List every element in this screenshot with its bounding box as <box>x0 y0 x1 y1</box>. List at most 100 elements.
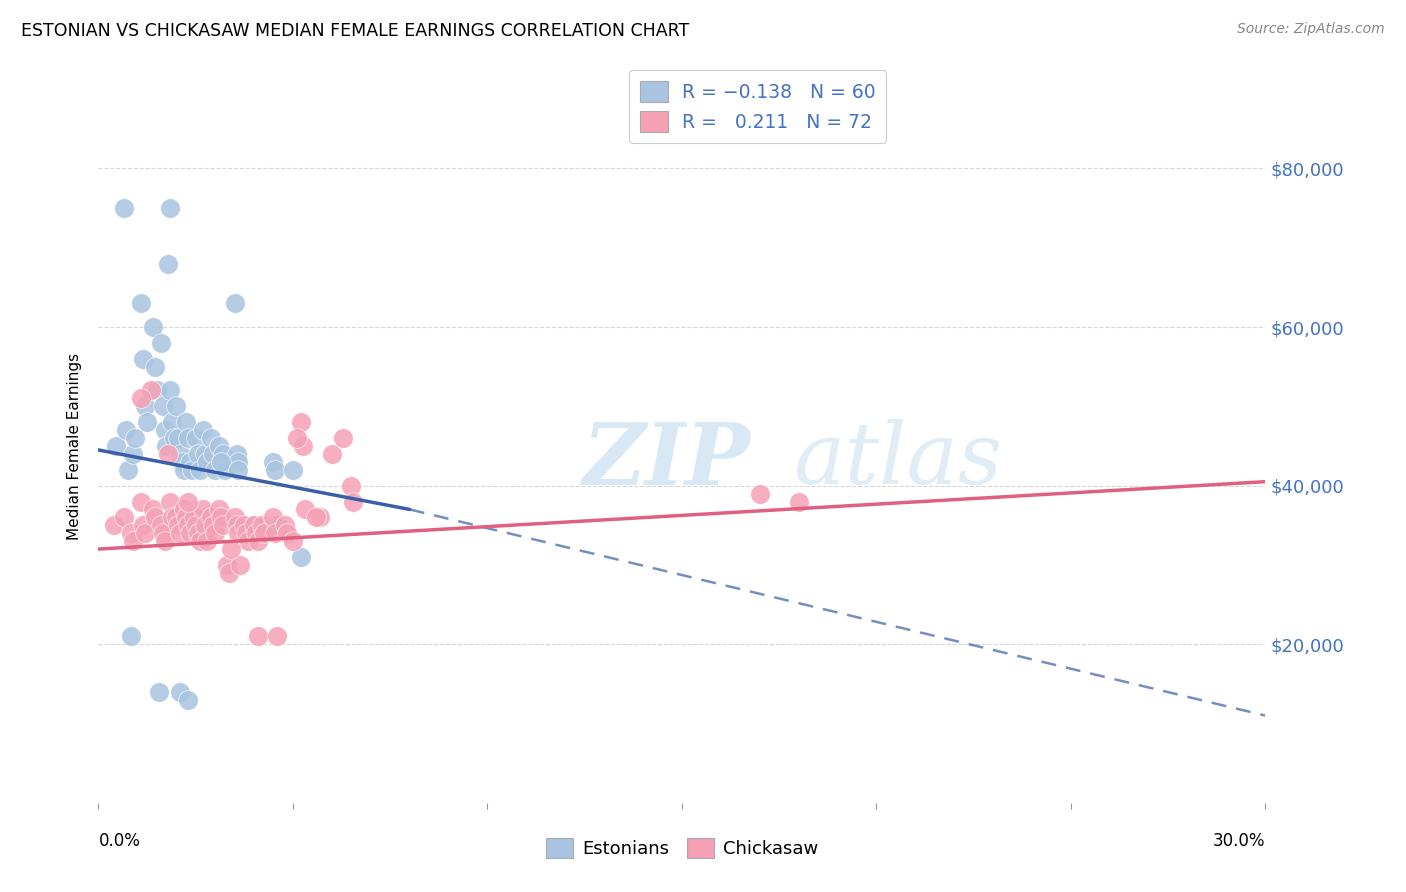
Point <box>290 549 312 564</box>
Point <box>146 384 169 398</box>
Point <box>165 400 187 414</box>
Point <box>159 201 181 215</box>
Text: 0.0%: 0.0% <box>98 831 141 849</box>
Point <box>188 534 211 549</box>
Point <box>219 542 242 557</box>
Y-axis label: Median Female Earnings: Median Female Earnings <box>67 352 83 540</box>
Point <box>177 431 200 445</box>
Point <box>193 502 215 516</box>
Point <box>187 526 209 541</box>
Point <box>174 415 197 429</box>
Point <box>245 526 267 541</box>
Point <box>204 463 226 477</box>
Point <box>157 257 180 271</box>
Point <box>204 526 226 541</box>
Text: ZIP: ZIP <box>582 418 751 502</box>
Point <box>169 526 191 541</box>
Point <box>253 526 276 541</box>
Point <box>177 692 200 706</box>
Point <box>332 431 354 445</box>
Text: Source: ZipAtlas.com: Source: ZipAtlas.com <box>1237 22 1385 37</box>
Point <box>169 685 191 699</box>
Point <box>152 400 174 414</box>
Point <box>122 447 145 461</box>
Point <box>209 455 232 469</box>
Point <box>233 518 256 533</box>
Point <box>184 431 207 445</box>
Point <box>188 463 211 477</box>
Point <box>142 502 165 516</box>
Point <box>139 384 162 398</box>
Point <box>143 359 166 374</box>
Point <box>285 431 308 445</box>
Point <box>200 510 222 524</box>
Point <box>159 384 181 398</box>
Point <box>155 439 177 453</box>
Point <box>342 494 364 508</box>
Point <box>208 439 231 453</box>
Point <box>173 463 195 477</box>
Point <box>136 415 159 429</box>
Point <box>149 335 172 350</box>
Point <box>243 518 266 533</box>
Point <box>162 415 184 429</box>
Point <box>212 447 235 461</box>
Point <box>132 518 155 533</box>
Point <box>169 447 191 461</box>
Point <box>266 518 288 533</box>
Point <box>103 518 125 533</box>
Point <box>167 518 190 533</box>
Point <box>209 455 232 469</box>
Point <box>179 455 201 469</box>
Point <box>129 494 152 508</box>
Point <box>250 518 273 533</box>
Point <box>149 518 172 533</box>
Point <box>202 447 225 461</box>
Point <box>159 494 181 508</box>
Point <box>134 400 156 414</box>
Point <box>122 534 145 549</box>
Point <box>162 510 184 524</box>
Point <box>228 463 250 477</box>
Point <box>194 447 217 461</box>
Point <box>200 431 222 445</box>
Point <box>274 518 297 533</box>
Text: atlas: atlas <box>793 419 1002 501</box>
Point <box>104 439 127 453</box>
Point <box>167 431 190 445</box>
Point <box>152 526 174 541</box>
Point <box>208 502 231 516</box>
Point <box>121 526 143 541</box>
Point <box>112 201 135 215</box>
Point <box>245 526 267 541</box>
Point <box>121 629 143 643</box>
Point <box>281 534 304 549</box>
Point <box>184 518 207 533</box>
Point <box>194 518 217 533</box>
Point <box>148 685 170 699</box>
Point <box>143 510 166 524</box>
Text: ESTONIAN VS CHICKASAW MEDIAN FEMALE EARNINGS CORRELATION CHART: ESTONIAN VS CHICKASAW MEDIAN FEMALE EARN… <box>21 22 689 40</box>
Point <box>195 534 218 549</box>
Point <box>174 510 197 524</box>
Point <box>238 534 260 549</box>
Point <box>132 351 155 366</box>
Point <box>291 439 314 453</box>
Point <box>264 526 287 541</box>
Point <box>224 510 246 524</box>
Point <box>180 463 202 477</box>
Point <box>281 463 304 477</box>
Point <box>153 423 176 437</box>
Point <box>114 423 136 437</box>
Point <box>134 526 156 541</box>
Point <box>243 518 266 533</box>
Point <box>321 447 343 461</box>
Legend: Estonians, Chickasaw: Estonians, Chickasaw <box>538 830 825 865</box>
Point <box>787 494 810 508</box>
Point <box>195 455 218 469</box>
Point <box>246 629 269 643</box>
Point <box>183 510 205 524</box>
Point <box>117 463 139 477</box>
Point <box>129 392 152 406</box>
Point <box>294 502 316 516</box>
